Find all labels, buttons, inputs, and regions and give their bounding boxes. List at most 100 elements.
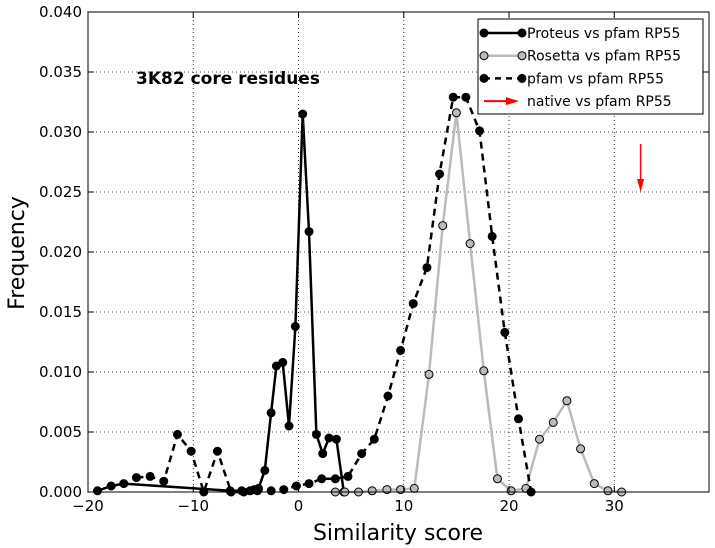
legend-marker bbox=[517, 51, 527, 61]
data-point bbox=[266, 486, 276, 496]
data-point bbox=[451, 108, 461, 118]
legend-label: Rosetta vs pfam RP55 bbox=[527, 49, 681, 65]
chart-annotation: 3K82 core residues bbox=[136, 69, 320, 89]
legend-entry: Rosetta vs pfam RP55 bbox=[479, 49, 681, 65]
series-line bbox=[97, 112, 346, 493]
data-point bbox=[475, 126, 485, 136]
data-point bbox=[422, 263, 432, 273]
native-arrow bbox=[637, 144, 645, 192]
data-series bbox=[92, 92, 627, 497]
data-point bbox=[409, 483, 419, 493]
data-point bbox=[492, 474, 502, 484]
legend-entry: native vs pfam RP55 bbox=[484, 94, 672, 110]
legend-marker bbox=[479, 51, 489, 61]
legend-marker bbox=[479, 28, 489, 38]
data-point bbox=[367, 486, 377, 496]
data-point bbox=[106, 481, 116, 491]
legend-label: native vs pfam RP55 bbox=[527, 94, 672, 110]
legend-marker bbox=[517, 73, 527, 83]
data-point bbox=[487, 231, 497, 241]
series-line bbox=[136, 95, 533, 494]
data-point bbox=[357, 449, 367, 459]
data-point bbox=[284, 421, 294, 431]
data-point bbox=[479, 366, 489, 376]
data-point bbox=[331, 434, 341, 444]
data-point bbox=[291, 481, 301, 491]
data-point bbox=[290, 321, 300, 331]
y-tick-label: 0.015 bbox=[39, 303, 82, 321]
legend-box bbox=[477, 18, 704, 115]
data-point bbox=[562, 396, 572, 406]
data-point bbox=[343, 471, 353, 481]
x-axis-title: Similarity score bbox=[313, 521, 483, 546]
x-tick-label: −20 bbox=[72, 497, 104, 515]
y-tick-label: 0.010 bbox=[39, 363, 82, 381]
data-point bbox=[383, 391, 393, 401]
y-axis-title: Frequency bbox=[5, 196, 30, 310]
data-point bbox=[448, 92, 458, 102]
data-point bbox=[513, 414, 523, 424]
y-tick-label: 0.000 bbox=[39, 483, 82, 501]
y-tick-label: 0.025 bbox=[39, 183, 82, 201]
x-tick-label: 20 bbox=[499, 497, 518, 515]
data-point bbox=[435, 169, 445, 179]
series-2 bbox=[330, 108, 627, 497]
legend-marker bbox=[479, 73, 489, 83]
data-point bbox=[311, 429, 321, 439]
data-point bbox=[266, 408, 276, 418]
data-point bbox=[465, 239, 475, 249]
y-tick-label: 0.005 bbox=[39, 423, 82, 441]
data-point bbox=[408, 299, 418, 309]
y-tick-label: 0.030 bbox=[39, 123, 82, 141]
data-point bbox=[369, 434, 379, 444]
x-tick-label: −10 bbox=[177, 497, 209, 515]
data-point bbox=[424, 369, 434, 379]
y-tick-label: 0.020 bbox=[39, 243, 82, 261]
data-point bbox=[212, 446, 222, 456]
data-point bbox=[145, 471, 155, 481]
data-point bbox=[548, 417, 558, 427]
x-tick-label: 10 bbox=[394, 497, 413, 515]
data-point bbox=[260, 465, 270, 475]
series-line bbox=[335, 111, 622, 494]
data-point bbox=[317, 474, 327, 484]
x-tick-label: 0 bbox=[294, 497, 304, 515]
axis-ticks: −20 −10 0 10 20 30 0.000 0.005 0.010 0.015 0.020 0.… bbox=[39, 3, 709, 515]
data-point bbox=[576, 444, 586, 454]
data-point bbox=[298, 109, 308, 119]
legend-entry: pfam vs pfam RP55 bbox=[479, 71, 664, 87]
data-point bbox=[131, 473, 141, 483]
data-point bbox=[535, 434, 545, 444]
data-point bbox=[603, 486, 613, 496]
legend: Proteus vs pfam RP55 Rosetta vs pfam RP55… bbox=[477, 18, 704, 115]
native-arrow-head bbox=[637, 179, 645, 192]
legend-entry: Proteus vs pfam RP55 bbox=[479, 26, 680, 42]
data-point bbox=[186, 446, 196, 456]
y-tick-label: 0.035 bbox=[39, 63, 82, 81]
data-point bbox=[324, 433, 334, 443]
data-point bbox=[318, 449, 328, 459]
series-1 bbox=[92, 109, 349, 497]
data-point bbox=[589, 479, 599, 489]
legend-label: Proteus vs pfam RP55 bbox=[527, 26, 680, 42]
legend-marker bbox=[517, 28, 527, 38]
y-tick-label: 0.040 bbox=[39, 3, 82, 21]
data-point bbox=[506, 486, 516, 496]
data-point bbox=[159, 476, 169, 486]
data-point bbox=[92, 486, 102, 496]
data-point bbox=[119, 479, 129, 489]
x-tick-label: 30 bbox=[605, 497, 624, 515]
legend-arrow-head bbox=[506, 97, 519, 106]
data-point bbox=[304, 479, 314, 489]
data-point bbox=[172, 429, 182, 439]
data-point bbox=[330, 474, 340, 484]
data-point bbox=[438, 221, 448, 231]
data-point bbox=[278, 357, 288, 367]
data-point bbox=[252, 486, 262, 496]
legend-label: pfam vs pfam RP55 bbox=[527, 71, 664, 87]
data-point bbox=[304, 227, 314, 237]
data-point bbox=[500, 327, 510, 337]
data-point bbox=[396, 345, 406, 355]
data-point bbox=[461, 92, 471, 102]
